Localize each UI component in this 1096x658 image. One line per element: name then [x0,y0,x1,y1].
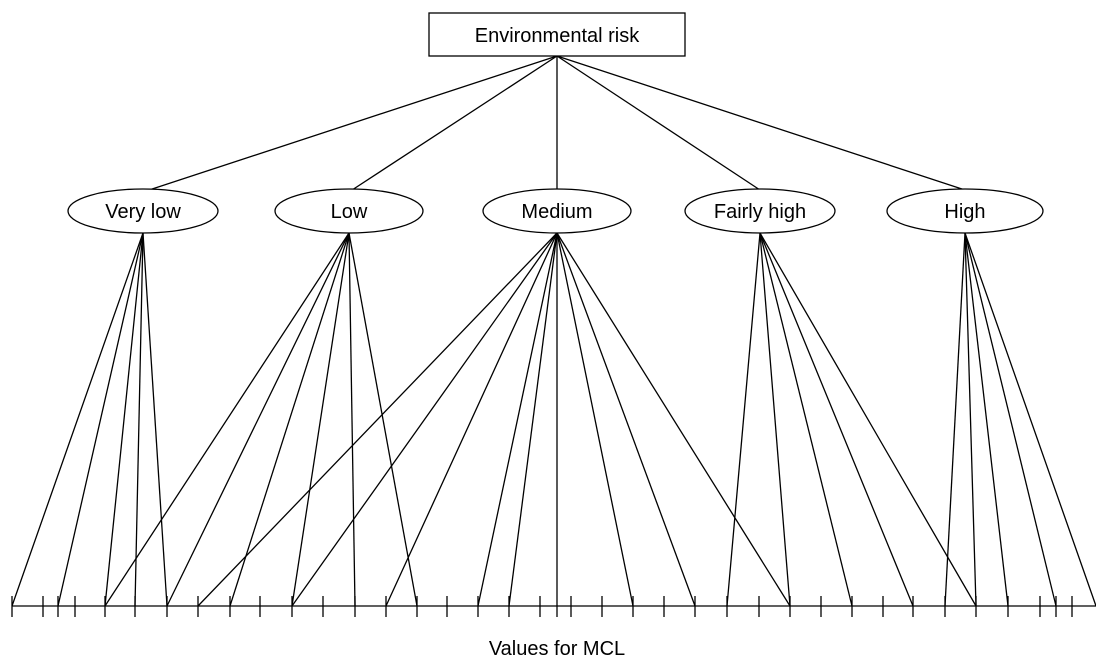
root-connectors [142,55,966,193]
category-label-low: Low [331,201,368,223]
connector-medium-to-axis [508,232,558,607]
category-label-high: High [944,201,985,223]
root-node: Environmental risk [428,12,686,57]
connector-medium-to-axis [291,232,558,607]
connector-root-fairly-high [556,55,761,191]
connector-root-very-low [142,55,558,193]
connector-root-low [348,55,558,193]
connector-very-low-to-axis [57,232,144,607]
root-label: Environmental risk [475,25,641,47]
mcl-axis [11,596,1096,617]
connector-medium-to-axis [556,232,791,607]
category-ellipse [274,188,424,234]
connector-medium-to-axis [556,232,696,607]
connector-low-to-axis [166,232,350,607]
connector-very-low-to-axis [11,232,144,607]
category-label-medium: Medium [521,201,592,223]
connector-high-to-axis [964,232,1096,607]
connector-very-low-to-axis [104,232,144,607]
category-ellipse [886,188,1044,234]
connector-low-to-axis [229,232,350,607]
category-node-fairly-high: Fairly high [684,188,836,234]
category-label-fairly-high: Fairly high [714,201,806,223]
connector-very-low-to-axis [142,232,168,607]
connector-very-low-to-axis [134,232,144,607]
connector-fairly-high-to-axis [726,232,761,607]
connector-high-to-axis [944,232,966,607]
connector-high-to-axis [964,232,977,607]
category-node-medium: Medium [482,188,632,234]
connector-low-to-axis [348,232,356,607]
value-connectors [11,232,1096,607]
axis-label: Values for MCL [489,638,625,658]
connector-high-to-axis [964,232,1009,607]
connector-fairly-high-to-axis [759,232,853,607]
connector-medium-to-axis [477,232,558,607]
connector-medium-to-axis [197,232,558,607]
connector-low-to-axis [348,232,418,607]
category-ellipse [67,188,219,234]
connector-fairly-high-to-axis [759,232,977,607]
category-ellipse [684,188,836,234]
connector-high-to-axis [964,232,1057,607]
connector-low-to-axis [104,232,350,607]
connector-root-high [556,55,966,191]
root-box [428,12,686,57]
category-label-very-low: Very low [105,201,181,223]
category-ellipse [482,188,632,234]
connector-low-to-axis [291,232,350,607]
connector-fairly-high-to-axis [759,232,914,607]
category-node-very-low: Very low [67,188,219,234]
connector-medium-to-axis [556,232,634,607]
connector-medium-to-axis [385,232,558,607]
category-node-low: Low [274,188,424,234]
category-node-high: High [886,188,1044,234]
connector-fairly-high-to-axis [759,232,791,607]
